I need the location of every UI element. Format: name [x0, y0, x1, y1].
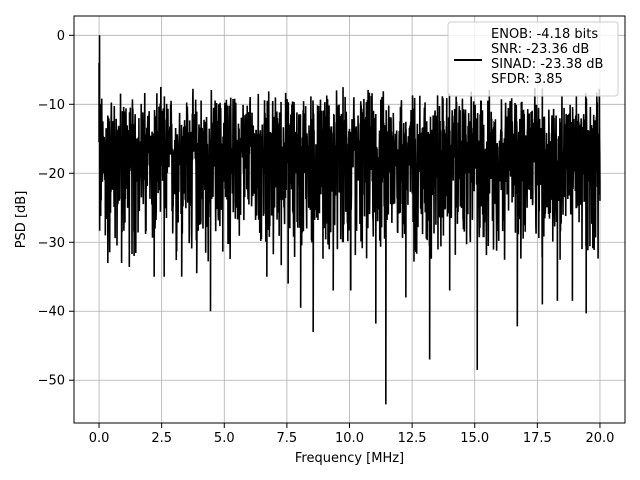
- x-tick-label: 20.0: [585, 431, 614, 446]
- y-tick-label: 0: [57, 29, 65, 44]
- x-tick-label: 17.5: [523, 431, 552, 446]
- x-tick-label: 0.0: [89, 431, 110, 446]
- x-tick-label: 12.5: [398, 431, 427, 446]
- legend-box: [447, 21, 619, 97]
- legend-entry-line: SFDR: 3.85: [491, 72, 563, 87]
- legend-entry-line: SNR: -23.36 dB: [491, 42, 589, 57]
- x-tick-label: 7.5: [277, 431, 298, 446]
- series-group: [98, 35, 601, 405]
- y-tick-label: −40: [38, 305, 65, 320]
- y-tick-label: −30: [38, 236, 65, 251]
- y-axis-label: PSD [dB]: [14, 191, 29, 249]
- legend-entry-line: SINAD: -23.38 dB: [491, 57, 603, 72]
- legend-entry-line: ENOB: -4.18 bits: [491, 27, 598, 42]
- x-axis-label: Frequency [MHz]: [295, 451, 404, 466]
- x-tick-label: 5.0: [214, 431, 235, 446]
- x-axis: 0.0 2.5 5.0 7.5 10.0 12.5 15.0 17.5 20.0: [89, 423, 614, 446]
- x-tick-label: 15.0: [460, 431, 489, 446]
- y-tick-label: −10: [38, 98, 65, 113]
- y-tick-label: −20: [38, 167, 65, 182]
- y-axis: 0 −10 −20 −30 −40 −50: [38, 29, 74, 389]
- x-tick-label: 2.5: [151, 431, 172, 446]
- psd-series-line: [98, 35, 601, 405]
- x-tick-label: 10.0: [335, 431, 364, 446]
- y-tick-label: −50: [38, 374, 65, 389]
